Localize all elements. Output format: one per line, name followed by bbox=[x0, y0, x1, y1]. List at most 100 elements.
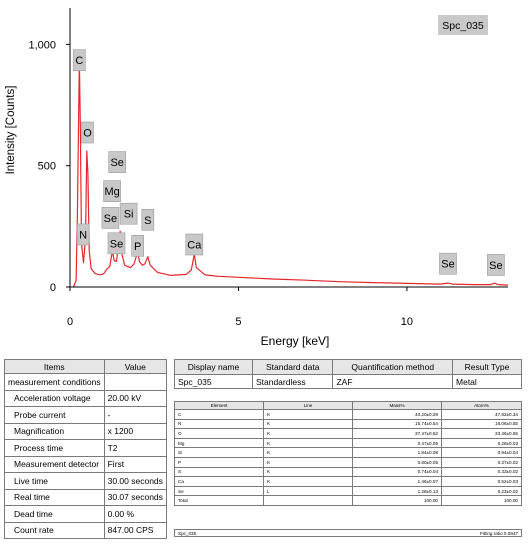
peak-label-text: Se bbox=[110, 157, 123, 169]
quant-line: K bbox=[263, 418, 353, 430]
y-axis-title: Intensity [Counts] bbox=[5, 86, 17, 175]
meas-header-items: Items bbox=[4, 359, 105, 374]
spectrum-info-table: Display name Standard data Quantificatio… bbox=[174, 359, 522, 389]
quant-line: K bbox=[263, 476, 353, 487]
quant-line: K bbox=[263, 428, 353, 439]
meas-value: x 1200 bbox=[103, 422, 167, 440]
peak-label: Ca bbox=[185, 233, 204, 256]
axis-ticks: 0 5 10 0 500 1,000 bbox=[28, 39, 413, 328]
quant-total-atom: 100.00 bbox=[441, 495, 522, 506]
meas-value: - bbox=[103, 406, 167, 424]
peak-label-text: Se bbox=[489, 260, 502, 272]
quant-atom: 16.06±0.55 bbox=[441, 418, 522, 430]
table-row: N K 15.74±0.54 16.06±0.55 bbox=[174, 418, 522, 430]
peak-label-box bbox=[81, 121, 94, 144]
table-row: Dead time 0.00 % bbox=[4, 505, 167, 523]
meas-label: Process time bbox=[4, 439, 105, 457]
quant-mass: 1.46±0.07 bbox=[352, 476, 442, 487]
meas-label: Count rate bbox=[4, 521, 105, 539]
meas-value: 847.00 CPS bbox=[103, 521, 167, 539]
peak-label-box bbox=[131, 235, 144, 257]
quant-element: Mg bbox=[174, 437, 264, 449]
quant-line: L bbox=[263, 485, 353, 497]
meas-label: Live time bbox=[4, 472, 105, 490]
info-header-result-type: Result Type bbox=[452, 359, 522, 375]
meas-value: T2 bbox=[103, 439, 167, 457]
quant-mass: 15.74±0.54 bbox=[352, 418, 442, 430]
quant-total-line bbox=[263, 495, 353, 506]
peak-label-text: Mg bbox=[104, 186, 119, 198]
quant-mass: 0.80±0.05 bbox=[352, 456, 442, 468]
meas-label: Magnification bbox=[4, 422, 105, 440]
quant-header-element: Element bbox=[174, 401, 264, 410]
meas-value: 20.00 kV bbox=[103, 389, 167, 407]
peak-label-box bbox=[108, 151, 126, 173]
x-tick-label: 0 bbox=[67, 316, 73, 328]
eds-spectrum-chart: 0 5 10 0 500 1,000 C O Se Mg Se Si S N Se P Ca Se Se Ener… bbox=[5, 8, 509, 348]
quant-element: S bbox=[174, 466, 264, 478]
table-row: Process time T2 bbox=[4, 439, 167, 457]
peak-label-text: P bbox=[134, 241, 141, 253]
table-row: P K 0.80±0.05 0.37±0.02 bbox=[174, 456, 522, 468]
peak-label-box bbox=[141, 209, 155, 231]
quant-mass: 0.47±0.05 bbox=[352, 437, 442, 449]
peak-label-text: Se bbox=[441, 259, 454, 271]
meas-section-label: measurement conditions bbox=[4, 373, 105, 391]
fitting-footer-row: Spc_035 Fitting ratio 0.0847 bbox=[174, 529, 522, 537]
peak-label-text: C bbox=[75, 55, 83, 67]
quant-element: Si bbox=[174, 447, 264, 458]
table-row: Se L 1.28±0.13 0.23±0.02 bbox=[174, 485, 522, 497]
quant-atom: 0.37±0.02 bbox=[441, 456, 522, 468]
info-header-row: Display name Standard data Quantificatio… bbox=[174, 359, 522, 375]
quant-header-row: Element Line Mass% Atom% bbox=[174, 401, 522, 410]
quant-element: P bbox=[174, 456, 264, 468]
quant-line: K bbox=[263, 437, 353, 449]
peak-label: Se bbox=[108, 151, 126, 173]
quant-line: K bbox=[263, 456, 353, 468]
quant-atom: 0.52±0.03 bbox=[441, 476, 522, 487]
peak-label: O bbox=[81, 121, 94, 144]
meas-value: 30.07 seconds bbox=[103, 488, 167, 506]
quant-total-row: Total 100.00 100.00 bbox=[174, 495, 522, 506]
peak-label-box bbox=[76, 223, 90, 246]
plot-area bbox=[72, 60, 509, 288]
meas-value: 0.00 % bbox=[103, 505, 167, 523]
spectrum-name-label: Spc_035 bbox=[442, 20, 484, 32]
info-result-type: Metal bbox=[452, 374, 522, 389]
peak-label-box bbox=[107, 232, 126, 255]
peak-label-text: S bbox=[144, 215, 151, 227]
peak-labels: C O Se Mg Se Si S N Se P Ca Se Se bbox=[73, 49, 505, 276]
peak-label: P bbox=[131, 235, 144, 257]
table-row: Measurement detector First bbox=[4, 455, 167, 473]
y-tick-label: 1,000 bbox=[28, 39, 56, 51]
fitting-ratio: Fitting ratio 0.0847 bbox=[479, 531, 518, 536]
meas-value: First bbox=[103, 455, 167, 473]
quant-atom: 0.23±0.02 bbox=[441, 485, 522, 497]
quant-line: K bbox=[263, 409, 353, 420]
meas-label: Measurement detector bbox=[4, 455, 105, 473]
peak-label-box bbox=[73, 49, 86, 72]
peak-label-text: Se bbox=[104, 213, 117, 225]
x-tick-label: 5 bbox=[235, 316, 241, 328]
info-row: Spc_035 Standardless ZAF Metal bbox=[174, 374, 522, 389]
peak-label-text: Si bbox=[124, 209, 134, 221]
quant-atom: 33.46±0.55 bbox=[441, 428, 522, 439]
table-row: S K 0.74±0.04 0.33±0.02 bbox=[174, 466, 522, 478]
meas-section-empty bbox=[103, 373, 167, 391]
table-row: Real time 30.07 seconds bbox=[4, 488, 167, 506]
info-standard-data: Standardless bbox=[251, 374, 334, 389]
quant-mass: 1.28±0.13 bbox=[352, 485, 442, 497]
peak-label: S bbox=[141, 209, 155, 231]
quantification-table: Element Line Mass% Atom% C K 40.20±0.29 47.… bbox=[174, 401, 522, 506]
meas-header-value: Value bbox=[103, 359, 167, 374]
axes bbox=[69, 8, 508, 288]
quant-header-atom: Atom% bbox=[441, 401, 522, 410]
peak-label-text: O bbox=[83, 128, 92, 140]
peak-label: Se bbox=[487, 254, 505, 276]
meas-label: Acceleration voltage bbox=[4, 389, 105, 407]
peak-label: Mg bbox=[103, 180, 121, 202]
meas-label: Dead time bbox=[4, 505, 105, 523]
peak-label: C bbox=[73, 49, 86, 72]
quant-element: C bbox=[174, 409, 264, 420]
table-row: Probe current - bbox=[4, 406, 167, 424]
